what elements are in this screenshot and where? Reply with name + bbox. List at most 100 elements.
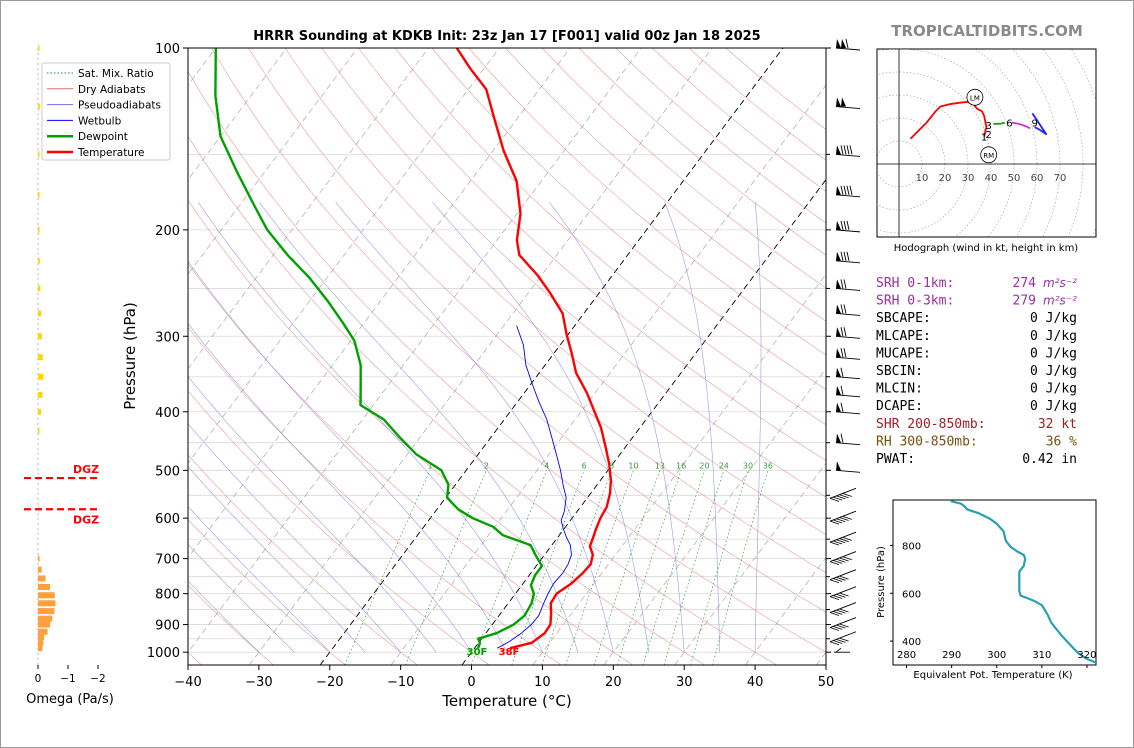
omega-tick-label: 0 bbox=[35, 673, 42, 685]
wind-barb bbox=[835, 461, 861, 473]
hodo-ring-label: 50 bbox=[1008, 173, 1021, 184]
hodo-segment bbox=[1011, 121, 1031, 130]
index-row: MLCAPE: 0 J/kg bbox=[876, 329, 1077, 344]
y-axis-label: Pressure (hPa) bbox=[121, 302, 139, 410]
index-value: 0 J/kg bbox=[1030, 329, 1077, 344]
wind-barb bbox=[835, 38, 861, 51]
mixing-ratio-label: 1 bbox=[428, 461, 433, 470]
omega-bar bbox=[38, 191, 40, 198]
wind-barb bbox=[835, 327, 861, 339]
index-row: DCAPE: 0 J/kg bbox=[876, 399, 1077, 414]
legend-entry: Pseudoadiabats bbox=[78, 100, 161, 112]
omega-bar bbox=[38, 555, 40, 562]
omega-bar bbox=[38, 285, 41, 292]
hodo-height-label: 6 bbox=[1006, 119, 1012, 130]
indices-table: SRH 0-1km: 274 m²s⁻² SRH 0-3km: 279 m²s⁻² SBCA… bbox=[876, 276, 1077, 467]
wind-barb bbox=[829, 602, 857, 616]
wind-barb bbox=[835, 367, 861, 380]
wind-barb bbox=[835, 220, 861, 233]
index-value: 0 J/kg bbox=[1030, 382, 1077, 397]
wind-barb bbox=[835, 279, 861, 291]
y-tick-label: 300 bbox=[155, 330, 180, 345]
omega-bar bbox=[38, 151, 40, 158]
index-label: MLCAPE: bbox=[876, 329, 931, 344]
mixing-ratio-label: 20 bbox=[699, 461, 709, 470]
dgz-label-top: DGZ bbox=[73, 463, 99, 476]
hodo-segment bbox=[1031, 112, 1048, 135]
wind-barb bbox=[834, 647, 850, 653]
hodo-height-label: 1 bbox=[981, 132, 987, 143]
x-tick-label: −10 bbox=[387, 675, 414, 690]
y-tick-label: 500 bbox=[155, 464, 180, 479]
index-label: SRH 0-3km: bbox=[876, 294, 954, 309]
omega-bar bbox=[38, 373, 44, 380]
index-value: 36 % bbox=[1046, 434, 1077, 449]
index-row: SBCAPE: 0 J/kg bbox=[876, 311, 1077, 326]
omega-bar bbox=[38, 566, 42, 573]
x-tick-label: 0 bbox=[467, 675, 475, 690]
hodo-ring-label: 40 bbox=[985, 173, 998, 184]
omega-bar bbox=[38, 103, 40, 110]
hodograph: 10 20 30 40 50 60 70 123 6 9 LM RM bbox=[877, 49, 1096, 237]
omega-bar bbox=[38, 634, 44, 641]
omega-axis-label: Omega (Pa/s) bbox=[26, 692, 114, 707]
skewt-background-lines bbox=[188, 48, 826, 665]
wind-barb bbox=[835, 385, 861, 398]
thetae-x-tick: 300 bbox=[987, 650, 1006, 661]
y-tick-label: 1000 bbox=[147, 646, 180, 661]
wind-barbs bbox=[829, 38, 861, 653]
mixing-ratio-label: 10 bbox=[628, 461, 638, 470]
wind-barb bbox=[829, 531, 857, 546]
x-tick-label: 20 bbox=[605, 675, 622, 690]
omega-bar bbox=[38, 354, 43, 361]
wind-barb bbox=[829, 487, 857, 502]
omega-bar bbox=[38, 639, 44, 646]
wind-barb bbox=[829, 631, 857, 646]
legend-entry: Sat. Mix. Ratio bbox=[78, 68, 154, 80]
index-label: DCAPE: bbox=[876, 399, 923, 414]
index-value: 0 J/kg bbox=[1030, 364, 1077, 379]
y-tick-label: 200 bbox=[155, 224, 180, 239]
skewt-profiles bbox=[214, 48, 613, 650]
surface-labels: 30F 38F bbox=[467, 647, 520, 658]
wind-barb bbox=[835, 304, 861, 316]
omega-bar bbox=[38, 391, 43, 398]
hodograph-caption: Hodograph (wind in kt, height in km) bbox=[894, 243, 1079, 254]
omega-bar bbox=[38, 257, 40, 264]
index-label: PWAT: bbox=[876, 452, 915, 467]
hodo-segment bbox=[909, 101, 988, 140]
thetae-x-tick: 310 bbox=[1032, 650, 1051, 661]
hodo-ring-label: 10 bbox=[916, 173, 929, 184]
hodo-height-label: 9 bbox=[1032, 119, 1038, 130]
index-row: SRH 0-1km: 274 m²s⁻² bbox=[876, 276, 1077, 291]
mixing-ratio-label: 2 bbox=[484, 461, 489, 470]
mixing-ratio-label: 36 bbox=[763, 461, 773, 470]
y-tick-label: 900 bbox=[155, 619, 180, 634]
mixing-ratio-labels: 1 2 4 6 8 10 13 16 20 24 30 36 bbox=[428, 461, 773, 470]
omega-bar bbox=[38, 600, 56, 607]
index-value: 274 bbox=[1013, 276, 1037, 291]
skewt-plot-area bbox=[187, 47, 827, 666]
thetae-x-label: Equivalent Pot. Temperature (K) bbox=[913, 670, 1072, 681]
x-tick-label: 30 bbox=[676, 675, 693, 690]
x-tick-label: −40 bbox=[174, 675, 201, 690]
omega-bar bbox=[38, 310, 41, 317]
omega-bar bbox=[38, 575, 46, 582]
wind-barb bbox=[835, 97, 861, 110]
x-tick-label: −30 bbox=[245, 675, 272, 690]
x-tick-label: −20 bbox=[316, 675, 343, 690]
thetae-y-tick: 600 bbox=[902, 589, 921, 600]
wind-barb bbox=[829, 586, 857, 601]
index-unit: m²s⁻² bbox=[1043, 276, 1077, 290]
index-row: MUCAPE: 0 J/kg bbox=[876, 346, 1077, 361]
thetae-x-tick: 320 bbox=[1077, 650, 1096, 661]
hodo-ring-label: 60 bbox=[1031, 173, 1044, 184]
wind-barb bbox=[835, 402, 861, 415]
omega-tick-label: −1 bbox=[60, 673, 75, 685]
legend-entry: Dry Adiabats bbox=[78, 84, 146, 96]
thetae-y-label: Pressure (hPa) bbox=[876, 546, 887, 618]
hodo-ring-label: 20 bbox=[939, 173, 952, 184]
wind-barb bbox=[829, 551, 857, 565]
index-row: SBCIN: 0 J/kg bbox=[876, 364, 1077, 379]
index-label: SHR 200-850mb: bbox=[876, 417, 986, 432]
